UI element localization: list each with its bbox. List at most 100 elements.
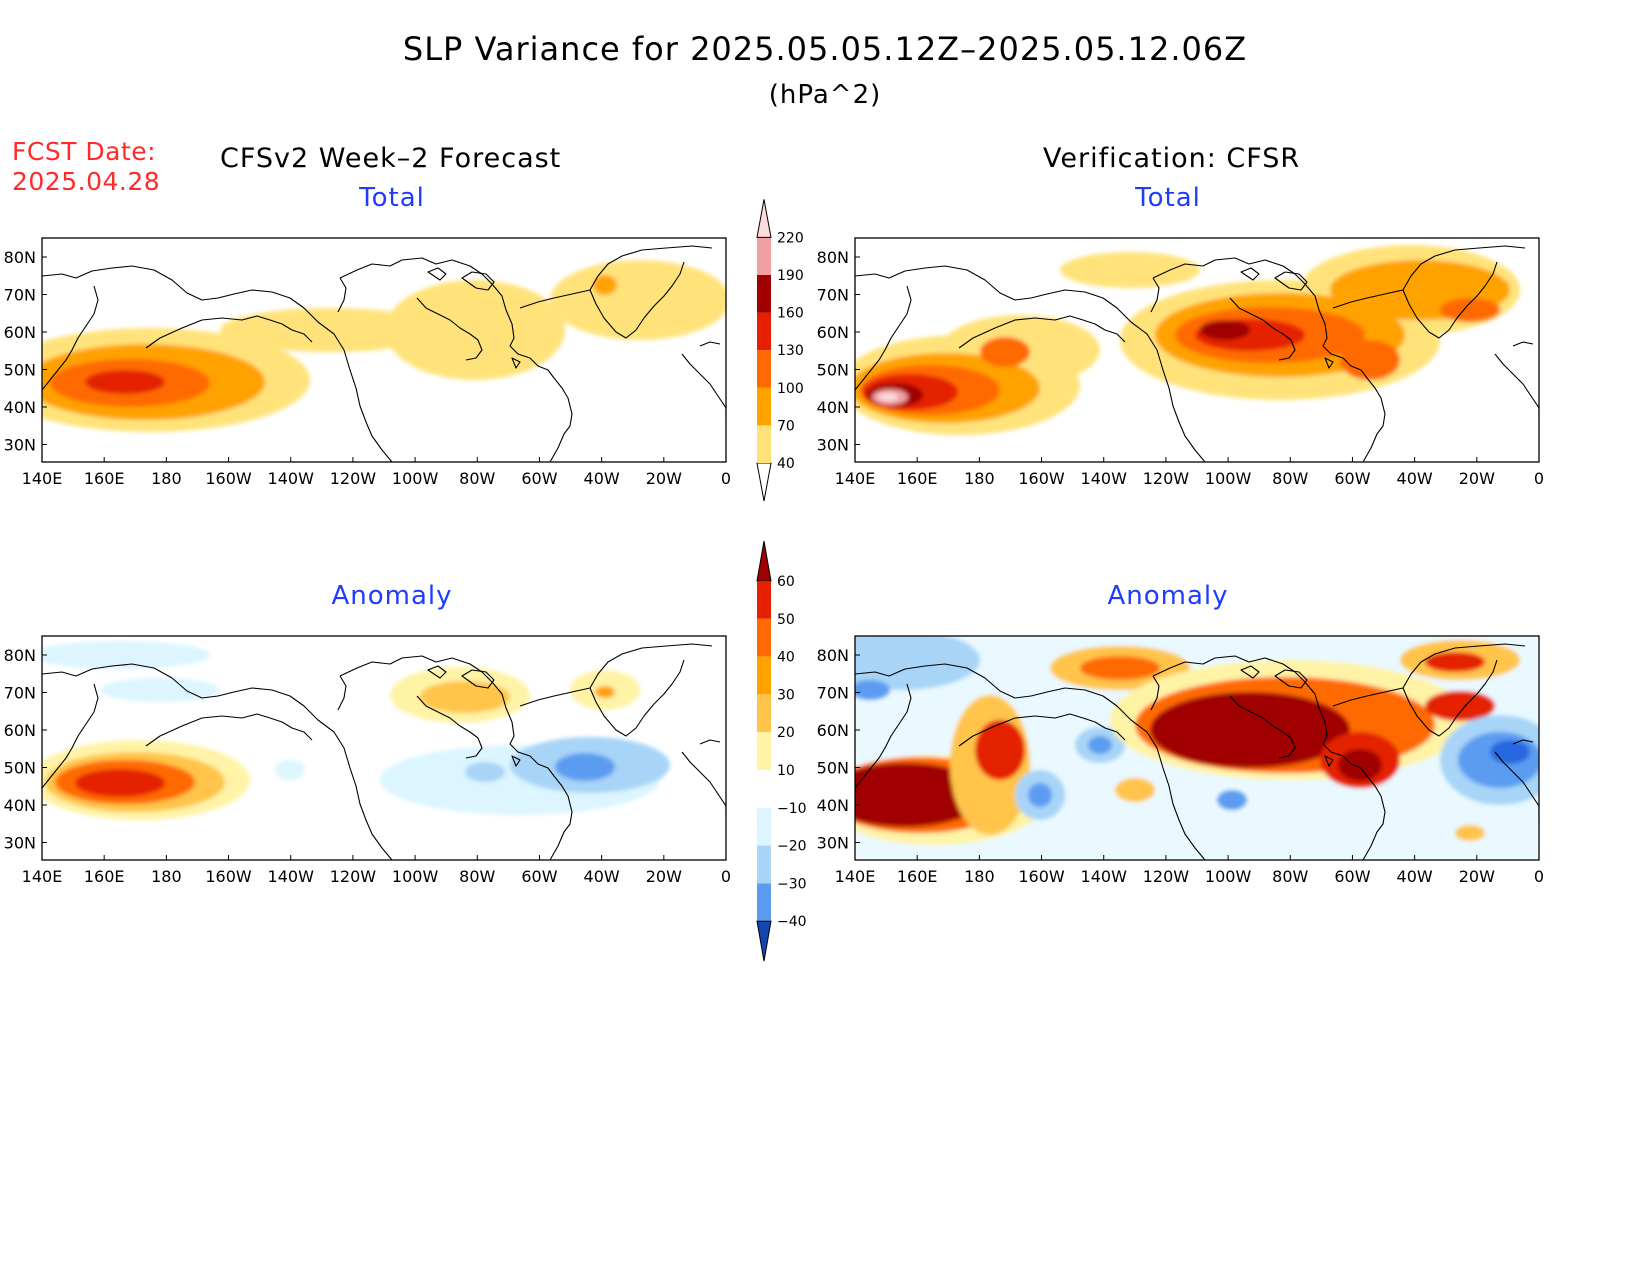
colorbar-swatch: [757, 694, 771, 733]
lat-tick-label: 80N: [817, 248, 849, 267]
lat-tick-label: 40N: [817, 796, 849, 815]
lon-tick-label: 20W: [1459, 867, 1495, 886]
lat-tick-label: 30N: [4, 834, 36, 853]
lon-tick-label: 120W: [1143, 469, 1190, 488]
lat-tick-label: 50N: [817, 361, 849, 380]
units-label: (hPa^2): [768, 80, 882, 110]
colorbar-label: −40: [777, 914, 807, 930]
lat-tick-label: 30N: [4, 436, 36, 455]
axes-layer: 140E 160E 180 160W 140W 120W 100W 80W 60W 40W 20W 0…: [4, 248, 1544, 886]
lon-tick-label: 100W: [392, 469, 439, 488]
lon-tick-label: 40W: [584, 867, 620, 886]
lat-tick-label: 80N: [4, 646, 36, 665]
colorbar-label: 100: [777, 381, 804, 397]
forecast-column-heading: CFSv2 Week–2 Forecast: [220, 143, 562, 174]
lon-tick-label: 20W: [646, 867, 682, 886]
colorbar-label: 130: [777, 343, 804, 359]
lon-tick-label: 180: [964, 469, 995, 488]
lon-tick-label: 160W: [1018, 867, 1065, 886]
forecast-date-value: 2025.04.28: [12, 167, 161, 196]
colorbar-swatch: [757, 312, 771, 351]
lon-tick-label: 40W: [1397, 469, 1433, 488]
lon-tick-label: 0: [1534, 867, 1544, 886]
lon-tick-label: 80W: [459, 867, 495, 886]
lon-tick-label: 60W: [1334, 469, 1370, 488]
lat-tick-label: 60N: [4, 323, 36, 342]
forecast-anomaly-map: [41, 635, 727, 861]
colorbar-swatch: [757, 656, 771, 695]
lon-tick-label: 160E: [897, 867, 938, 886]
lat-tick-label: 60N: [817, 721, 849, 740]
lat-tick-label: 60N: [4, 721, 36, 740]
colorbar-swatch: [757, 425, 771, 463]
forecast-anomaly-subtitle: Anomaly: [331, 581, 453, 611]
colorbar-swatch: [757, 618, 771, 657]
colorbar-label: −30: [777, 876, 807, 892]
lon-tick-label: 140W: [268, 867, 315, 886]
colorbar-swatch: [757, 387, 771, 426]
lon-tick-label: 140E: [22, 867, 63, 886]
verification-column-heading: Verification: CFSR: [1043, 143, 1301, 174]
lon-tick-label: 160E: [84, 867, 125, 886]
colorbar-label: 20: [777, 725, 795, 741]
colorbar-label: −20: [777, 839, 807, 855]
lon-tick-label: 100W: [392, 867, 439, 886]
lon-tick-label: 160W: [205, 469, 252, 488]
lat-tick-label: 70N: [817, 684, 849, 703]
figure-title: SLP Variance for 2025.05.05.12Z–2025.05.…: [402, 30, 1248, 68]
lat-tick-label: 30N: [817, 436, 849, 455]
lon-tick-label: 100W: [1205, 867, 1252, 886]
lat-tick-label: 60N: [817, 323, 849, 342]
lon-tick-label: 160E: [84, 469, 125, 488]
verification-anomaly-map: [854, 635, 1540, 861]
colorbar-swatch: [757, 770, 771, 808]
lon-tick-label: 180: [151, 867, 182, 886]
colorbar-label: 50: [777, 612, 795, 628]
lon-tick-label: 120W: [330, 469, 377, 488]
lon-tick-label: 140W: [268, 469, 315, 488]
lat-tick-label: 70N: [4, 286, 36, 305]
lat-tick-label: 70N: [817, 286, 849, 305]
verification-total-subtitle: Total: [1135, 183, 1201, 213]
verification-total-map: [854, 237, 1540, 463]
colorbar-swatch: [757, 807, 771, 846]
lon-tick-label: 20W: [646, 469, 682, 488]
lon-tick-label: 40W: [1397, 867, 1433, 886]
lat-tick-label: 40N: [4, 796, 36, 815]
lat-tick-label: 80N: [817, 646, 849, 665]
lon-tick-label: 120W: [330, 867, 377, 886]
lat-tick-label: 40N: [817, 398, 849, 417]
lon-tick-label: 80W: [1272, 469, 1308, 488]
colorbar-label: 40: [777, 650, 795, 666]
lon-tick-label: 100W: [1205, 469, 1252, 488]
lon-tick-label: 140E: [835, 469, 876, 488]
lon-tick-label: 140W: [1081, 469, 1128, 488]
anomaly-colorbar: 60 50 40 30 20 10 −10 −20 −30 −40: [756, 540, 807, 962]
colorbar-swatch: [757, 845, 771, 884]
lon-tick-label: 40W: [584, 469, 620, 488]
colorbar-label: 30: [777, 687, 795, 703]
lat-tick-label: 50N: [4, 361, 36, 380]
colorbar-label: 220: [777, 230, 804, 246]
colorbar-label: 40: [777, 456, 795, 472]
lon-tick-label: 80W: [1272, 867, 1308, 886]
colorbar-lower-arrow: [756, 920, 772, 962]
lon-tick-label: 140E: [22, 469, 63, 488]
colorbar-upper-arrow: [756, 540, 772, 582]
lon-tick-label: 0: [1534, 469, 1544, 488]
colorbar-swatch: [757, 883, 771, 922]
lon-tick-label: 60W: [1334, 867, 1370, 886]
colorbar-swatch: [757, 275, 771, 313]
colorbar-swatch: [757, 581, 771, 619]
lat-tick-label: 70N: [4, 684, 36, 703]
total-colorbar: 40 70 100 130 160 190 220: [756, 199, 804, 502]
lat-tick-label: 50N: [4, 759, 36, 778]
colorbar-label: 60: [777, 574, 795, 590]
lon-tick-label: 80W: [459, 469, 495, 488]
lat-tick-label: 80N: [4, 248, 36, 267]
lon-tick-label: 120W: [1143, 867, 1190, 886]
colorbar-swatch: [757, 350, 771, 388]
lon-tick-label: 0: [721, 469, 731, 488]
colorbar-upper-arrow: [756, 199, 772, 238]
